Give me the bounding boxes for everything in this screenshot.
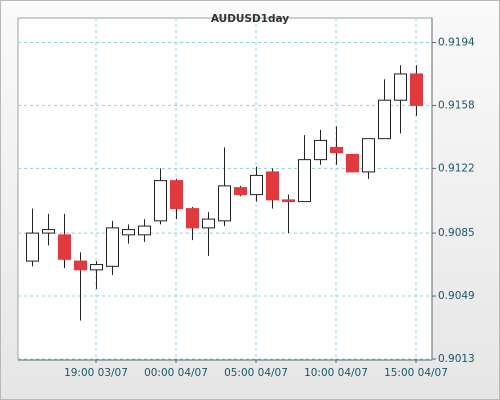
- candle-body: [362, 138, 375, 173]
- y-tick-label: 0.9122: [438, 162, 475, 174]
- x-tick-label: 00:00 04/07: [144, 367, 208, 379]
- candle-body: [394, 73, 407, 101]
- y-tick-label: 0.9049: [438, 290, 475, 302]
- candle-body: [234, 187, 247, 196]
- candle-body: [90, 264, 103, 271]
- candle-body: [26, 232, 39, 262]
- y-tick-label: 0.9013: [438, 353, 475, 365]
- y-tick-label: 0.9158: [438, 99, 475, 111]
- candle-body: [378, 99, 391, 140]
- candle-body: [202, 218, 215, 229]
- candle-body: [218, 185, 231, 222]
- candle-body: [74, 260, 87, 271]
- candle-body: [170, 180, 183, 210]
- candle-body: [106, 227, 119, 267]
- candle-body: [58, 234, 71, 260]
- candle-body: [410, 73, 423, 106]
- candle-body: [282, 199, 295, 203]
- candle-body: [346, 153, 359, 173]
- x-tick-label: 19:00 03/07: [64, 367, 128, 379]
- chart-title: AUDUSD1day: [211, 13, 289, 25]
- candle-body: [266, 171, 279, 201]
- candle-body: [154, 180, 167, 222]
- candle-body: [42, 229, 55, 234]
- x-tick-label: 15:00 04/07: [384, 367, 448, 379]
- y-tick-label: 0.9085: [438, 227, 475, 239]
- x-tick-label: 05:00 04/07: [224, 367, 288, 379]
- candle-body: [138, 225, 151, 236]
- candle-body: [330, 146, 343, 154]
- y-tick-label: 0.9194: [438, 36, 475, 48]
- candle-body: [250, 174, 263, 196]
- candle-body: [122, 229, 135, 236]
- candle-body: [298, 159, 311, 203]
- x-tick-label: 10:00 04/07: [304, 367, 368, 379]
- candle-body: [314, 139, 327, 161]
- candle-body: [186, 208, 199, 229]
